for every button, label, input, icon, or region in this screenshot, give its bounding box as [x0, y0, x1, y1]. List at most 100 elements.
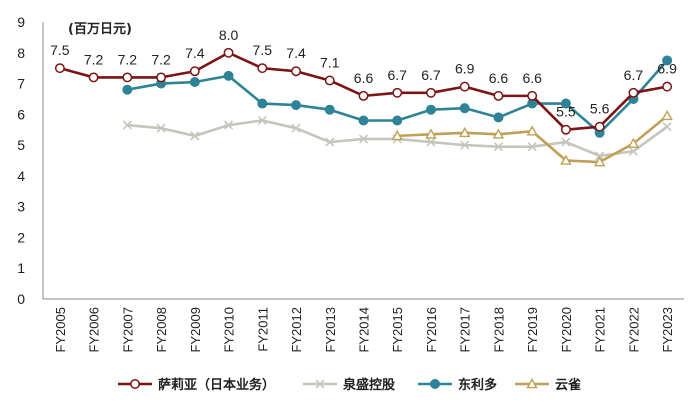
x-tick-label: FY2007	[120, 307, 135, 353]
y-tick-label: 0	[17, 291, 25, 307]
unit-label: (百万日元)	[68, 22, 132, 37]
data-label: 7.2	[118, 51, 138, 67]
point-marker	[426, 87, 436, 98]
data-label: 6.7	[624, 67, 644, 83]
point-marker	[291, 66, 301, 77]
point-marker	[358, 134, 369, 144]
legend-item: 萨莉亚（日本业务）	[118, 377, 275, 393]
point-marker	[223, 47, 234, 58]
x-tick-label: FY2021	[593, 307, 608, 353]
data-label: 7.4	[286, 45, 306, 61]
point-marker	[257, 63, 268, 74]
point-marker	[594, 121, 605, 132]
x-tick-labels: FY2005 FY2006 FY2007 FY2008 FY2009 FY2010 FY20…	[53, 307, 675, 353]
data-label: 6.9	[455, 61, 475, 77]
point-marker	[358, 115, 369, 126]
point-marker	[130, 379, 140, 389]
point-marker	[425, 104, 436, 115]
point-marker	[257, 98, 268, 109]
point-marker	[430, 379, 440, 389]
data-label: 6.7	[388, 67, 408, 83]
point-marker	[560, 154, 572, 165]
y-tick-label: 4	[17, 168, 25, 184]
x-tick-label: FY2006	[87, 307, 102, 353]
series-layer	[54, 47, 673, 167]
data-label: 7.2	[151, 51, 171, 67]
point-marker	[560, 98, 571, 109]
axes	[42, 22, 684, 300]
point-marker	[662, 122, 672, 132]
x-tick-label: FY2009	[188, 307, 203, 353]
data-label: 5.6	[590, 101, 610, 117]
point-marker	[324, 104, 335, 115]
point-marker	[392, 115, 403, 126]
point-marker	[122, 84, 133, 95]
data-label: 8.0	[219, 27, 239, 43]
x-tick-label: FY2012	[289, 307, 304, 353]
x-tick-label: FY2022	[626, 307, 641, 353]
point-marker	[156, 123, 166, 133]
y-tick-label: 7	[17, 76, 25, 92]
series-3	[391, 109, 673, 167]
data-label: 6.7	[421, 67, 441, 83]
y-tick-label: 6	[17, 106, 25, 122]
point-marker	[628, 146, 638, 156]
point-marker	[324, 75, 335, 86]
point-marker	[315, 379, 325, 389]
point-marker	[459, 103, 470, 114]
x-tick-label: FY2020	[559, 307, 574, 353]
data-labels: 7.5 7.2 7.2 7.2 7.4 8.0 7.5 7.4 7.1 6.6 6.7 6.7 6.9 6…	[50, 27, 677, 120]
x-tick-label: FY2011	[255, 307, 270, 352]
x-tick-label: FY2016	[424, 307, 439, 353]
data-label: 6.6	[522, 70, 542, 86]
point-marker	[391, 129, 403, 141]
point-marker	[526, 125, 538, 136]
data-label: 7.4	[185, 45, 205, 61]
point-marker	[156, 72, 167, 83]
legend: 萨莉亚（日本业务） 泉盛控股 东利多 云雀	[118, 377, 581, 393]
data-label: 6.6	[354, 70, 374, 86]
point-marker	[426, 137, 436, 147]
point-marker	[527, 142, 537, 152]
point-marker	[595, 151, 605, 161]
point-marker	[189, 66, 200, 77]
point-marker	[122, 120, 132, 130]
point-marker	[561, 137, 571, 147]
point-marker	[460, 140, 470, 150]
data-label: 7.2	[84, 51, 104, 67]
point-marker	[223, 120, 234, 130]
point-marker	[122, 72, 133, 83]
y-tick-label: 8	[17, 45, 25, 61]
point-marker	[459, 126, 471, 138]
y-tick-label: 1	[17, 260, 25, 276]
data-label: 7.1	[320, 54, 340, 70]
point-marker	[425, 128, 437, 139]
point-marker	[493, 90, 504, 101]
point-marker	[325, 137, 335, 147]
series-line	[397, 114, 668, 164]
x-tick-label: FY2005	[53, 307, 68, 353]
x-tick-label: FY2015	[390, 307, 405, 353]
point-marker	[392, 87, 403, 98]
y-tick-label: 9	[17, 14, 25, 30]
x-tick-label: FY2010	[222, 307, 237, 353]
x-tick-label: FY2014	[357, 307, 372, 353]
y-tick-labels: 0 1 2 3 4 5 6 7 8 9	[17, 14, 25, 307]
series-0	[54, 47, 673, 135]
data-label: 7.5	[253, 42, 273, 58]
legend-item: 东利多	[418, 377, 497, 393]
point-marker	[662, 55, 673, 66]
point-marker	[492, 128, 505, 139]
legend-item: 云雀	[515, 377, 581, 393]
point-marker	[358, 90, 369, 101]
point-marker	[593, 156, 606, 167]
point-marker	[560, 124, 571, 135]
x-tick-label: FY2017	[458, 307, 473, 353]
point-marker	[662, 81, 673, 92]
point-marker	[189, 77, 200, 88]
y-tick-label: 3	[17, 199, 25, 215]
legend-label: 萨莉亚（日本业务）	[158, 377, 275, 393]
point-marker	[628, 87, 639, 98]
y-tick-label: 2	[17, 229, 25, 245]
